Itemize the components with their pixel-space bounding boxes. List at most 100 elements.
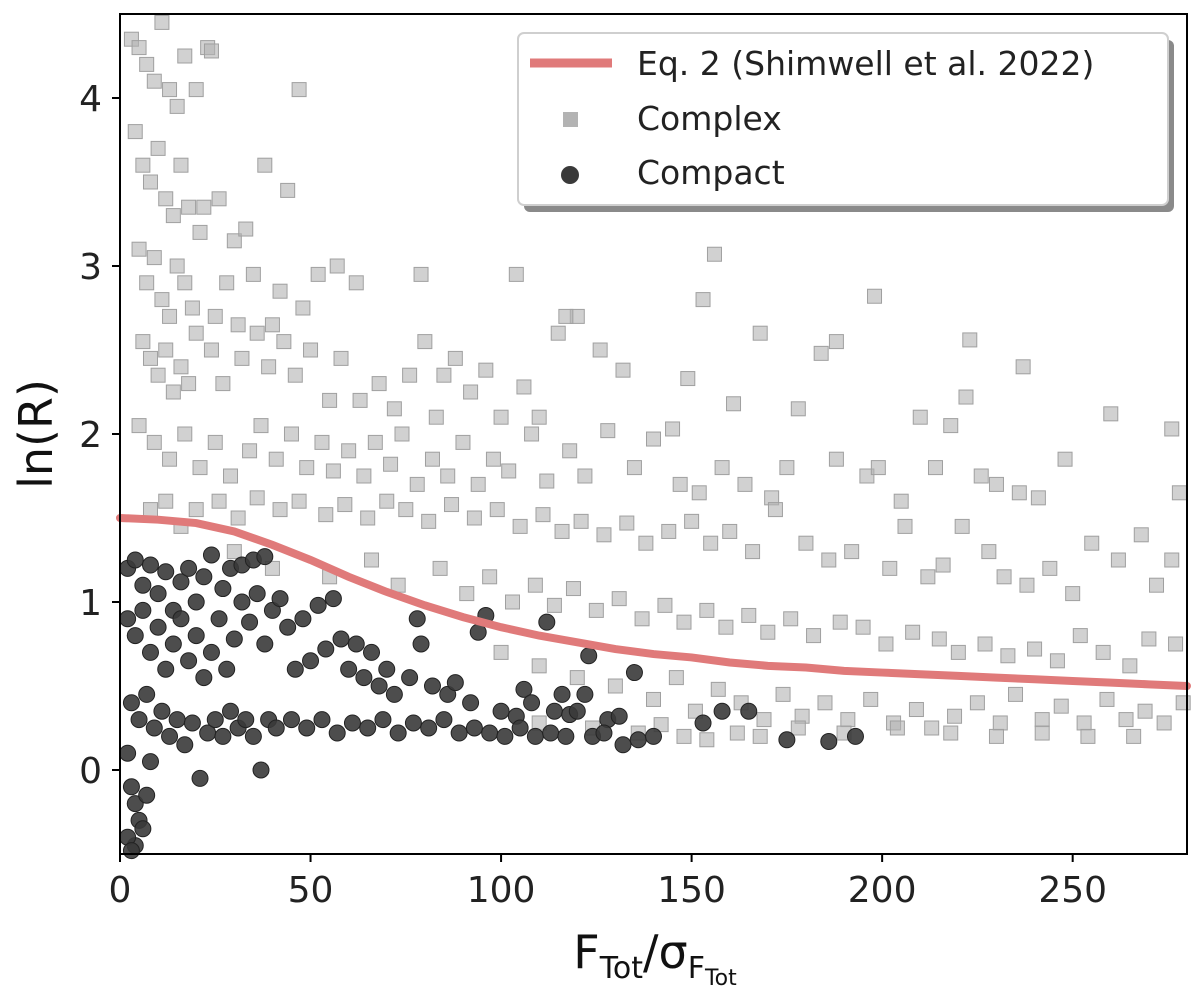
compact-point: [187, 627, 205, 645]
complex-point: [908, 702, 924, 718]
complex-point: [283, 426, 299, 442]
complex-point: [1034, 725, 1050, 741]
complex-point: [501, 463, 517, 479]
complex-point: [573, 513, 589, 529]
y-tick-label: 0: [79, 751, 102, 792]
complex-point: [840, 712, 856, 728]
complex-point: [360, 510, 376, 526]
complex-point: [158, 342, 174, 358]
compact-point: [126, 795, 144, 813]
complex-point: [863, 691, 879, 707]
complex-point: [626, 460, 642, 476]
complex-point: [535, 507, 551, 523]
compact-point: [713, 702, 731, 720]
complex-point: [337, 497, 353, 513]
complex-point: [1057, 451, 1073, 467]
compact-point: [515, 680, 533, 698]
compact-point: [408, 610, 426, 628]
complex-point: [192, 224, 208, 240]
complex-point: [935, 557, 951, 573]
x-tick-label: 200: [848, 870, 917, 911]
complex-point: [459, 586, 475, 602]
y-tick-label: 2: [79, 415, 102, 456]
compact-point: [542, 724, 560, 742]
complex-point: [386, 401, 402, 417]
complex-point: [524, 426, 540, 442]
complex-point: [729, 725, 745, 741]
compact-point: [252, 761, 270, 779]
compact-point: [313, 711, 331, 729]
compact-points: [119, 546, 864, 860]
complex-point: [699, 602, 715, 618]
compact-point: [202, 643, 220, 661]
compact-point: [172, 610, 190, 628]
complex-point: [988, 476, 1004, 492]
complex-point: [745, 544, 761, 560]
complex-point: [192, 460, 208, 476]
legend-complex-marker: [563, 112, 578, 127]
complex-point: [844, 544, 860, 560]
complex-point: [550, 325, 566, 341]
complex-point: [466, 510, 482, 526]
complex-point: [646, 691, 661, 707]
complex-point: [264, 317, 280, 333]
compact-point: [820, 732, 838, 750]
compact-point: [404, 714, 422, 732]
complex-point: [207, 434, 223, 450]
compact-point: [332, 630, 350, 648]
complex-point: [779, 460, 795, 476]
compact-point: [267, 719, 285, 737]
complex-point: [257, 157, 273, 173]
complex-point: [1049, 653, 1065, 669]
complex-point: [512, 518, 528, 534]
compact-point: [629, 731, 647, 749]
complex-point: [146, 434, 162, 450]
complex-point: [931, 631, 947, 647]
compact-point: [614, 736, 632, 754]
complex-point: [1015, 359, 1031, 375]
complex-point: [859, 468, 875, 484]
y-tick-label: 4: [79, 79, 102, 120]
compact-point: [378, 660, 396, 678]
complex-point: [646, 431, 661, 447]
compact-point: [523, 694, 541, 712]
complex-point: [352, 392, 368, 408]
complex-point: [211, 191, 227, 207]
y-axis-label: ln(R): [9, 379, 63, 489]
complex-point: [238, 221, 254, 237]
complex-point: [223, 468, 239, 484]
x-tick-label: 50: [288, 870, 334, 911]
complex-point: [181, 199, 197, 215]
x-tick-label: 100: [467, 870, 536, 911]
complex-point: [558, 308, 574, 324]
complex-point: [722, 523, 738, 539]
complex-point: [577, 468, 593, 484]
complex-point: [897, 518, 913, 534]
complex-point: [893, 493, 909, 509]
complex-point: [272, 283, 288, 299]
complex-point: [718, 619, 734, 635]
compact-point: [225, 630, 243, 648]
compact-point: [202, 546, 220, 564]
complex-point: [249, 490, 265, 506]
compact-point: [309, 596, 327, 614]
compact-point: [359, 719, 377, 737]
compact-point: [282, 711, 300, 729]
complex-point: [958, 389, 974, 405]
compact-point: [778, 731, 796, 749]
complex-point: [162, 451, 178, 467]
compact-point: [374, 711, 392, 729]
complex-point: [615, 362, 631, 378]
compact-point: [610, 707, 628, 725]
complex-point: [527, 577, 543, 593]
complex-point: [333, 350, 349, 366]
compact-point: [317, 640, 335, 658]
complex-point: [329, 258, 345, 274]
compact-point: [233, 593, 251, 611]
compact-point: [340, 660, 358, 678]
eq2-fit-curve: [116, 514, 1191, 690]
complex-point: [299, 460, 315, 476]
complex-point: [249, 325, 265, 341]
complex-point: [169, 258, 185, 274]
